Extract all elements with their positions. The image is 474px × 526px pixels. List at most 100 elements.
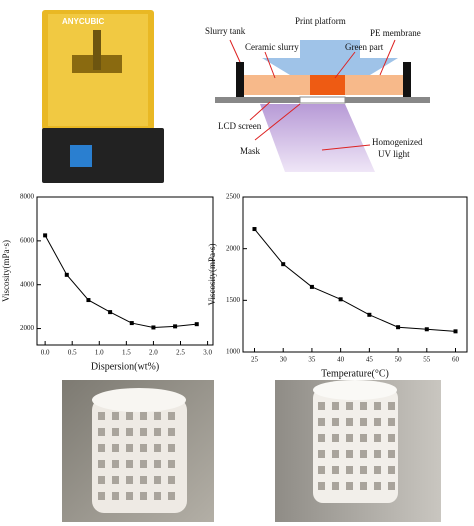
- y-tick-label: 1500: [226, 296, 241, 304]
- hole: [168, 412, 175, 420]
- hole: [332, 418, 339, 426]
- hole: [98, 460, 105, 468]
- hole: [126, 412, 133, 420]
- hole: [140, 492, 147, 500]
- hole: [332, 450, 339, 458]
- hole: [112, 476, 119, 484]
- x-tick-label: 2.0: [149, 349, 158, 357]
- hole: [374, 434, 381, 442]
- y-tick-label: 8000: [20, 193, 35, 201]
- data-point: [151, 325, 156, 330]
- hole: [168, 428, 175, 436]
- diagram-label: Homogenized: [372, 137, 423, 147]
- data-point: [86, 298, 91, 303]
- hole: [154, 428, 161, 436]
- hole: [332, 482, 339, 490]
- hole: [140, 476, 147, 484]
- hole: [318, 450, 325, 458]
- x-tick-label: 2.5: [176, 349, 185, 357]
- hole: [112, 412, 119, 420]
- hole: [388, 418, 395, 426]
- hole: [388, 450, 395, 458]
- hole: [332, 402, 339, 410]
- data-point: [64, 272, 69, 277]
- data-point: [43, 233, 48, 238]
- diagram-label: PE membrane: [370, 28, 421, 38]
- x-tick-label: 55: [423, 356, 431, 364]
- diagram-label: Ceramic slurry: [245, 42, 299, 52]
- x-tick-label: 35: [308, 356, 316, 364]
- hole: [112, 428, 119, 436]
- hole: [318, 434, 325, 442]
- hole: [154, 492, 161, 500]
- hole: [154, 476, 161, 484]
- data-point: [338, 297, 343, 302]
- hole: [346, 418, 353, 426]
- x-tick-label: 1.5: [122, 349, 131, 357]
- hole: [98, 492, 105, 500]
- hole: [168, 444, 175, 452]
- hole: [374, 466, 381, 474]
- data-point: [194, 322, 199, 327]
- hole: [374, 482, 381, 490]
- diagram-label: UV light: [378, 149, 410, 159]
- diagram-label: Green part: [345, 42, 384, 52]
- hole: [360, 402, 367, 410]
- y-tick-label: 6000: [20, 236, 35, 244]
- hole: [154, 460, 161, 468]
- data-point: [424, 327, 429, 332]
- diagram-label: Slurry tank: [205, 26, 246, 36]
- hole: [112, 444, 119, 452]
- x-tick-label: 60: [452, 356, 460, 364]
- hole: [346, 482, 353, 490]
- hole: [98, 428, 105, 436]
- part-photo: [275, 380, 441, 522]
- hole: [98, 412, 105, 420]
- hole: [360, 418, 367, 426]
- plot-frame: [36, 196, 214, 346]
- hole: [126, 444, 133, 452]
- x-tick-label: 0.0: [41, 349, 50, 357]
- hole: [112, 460, 119, 468]
- hole: [126, 460, 133, 468]
- data-point: [108, 310, 113, 315]
- hole: [168, 460, 175, 468]
- hole: [332, 434, 339, 442]
- y-tick-label: 2500: [226, 193, 241, 201]
- hole: [374, 418, 381, 426]
- hole: [346, 402, 353, 410]
- x-tick-label: 0.5: [68, 349, 77, 357]
- data-point: [129, 321, 134, 326]
- plot-frame: [242, 196, 468, 353]
- hole: [346, 466, 353, 474]
- hole: [140, 412, 147, 420]
- x-tick-label: 30: [280, 356, 288, 364]
- data-line: [44, 235, 197, 328]
- x-tick-label: 25: [251, 356, 259, 364]
- data-point: [453, 329, 458, 334]
- hole: [154, 444, 161, 452]
- hole: [126, 428, 133, 436]
- hole: [360, 450, 367, 458]
- hole: [346, 450, 353, 458]
- hole: [168, 476, 175, 484]
- hole: [318, 418, 325, 426]
- x-axis-label: Dispersion(wt%): [91, 361, 159, 372]
- hole: [360, 434, 367, 442]
- y-tick-label: 2000: [226, 244, 241, 252]
- hole: [140, 428, 147, 436]
- data-point: [281, 262, 286, 267]
- y-axis-label: Viscosity(mPa·s): [207, 244, 217, 306]
- x-tick-label: 1.0: [95, 349, 104, 357]
- hole: [168, 492, 175, 500]
- x-tick-label: 40: [337, 356, 345, 364]
- hole: [388, 402, 395, 410]
- hole: [388, 466, 395, 474]
- data-point: [367, 312, 372, 317]
- hole: [318, 482, 325, 490]
- hole: [140, 444, 147, 452]
- hole: [154, 412, 161, 420]
- diagram-label: Mask: [240, 146, 260, 156]
